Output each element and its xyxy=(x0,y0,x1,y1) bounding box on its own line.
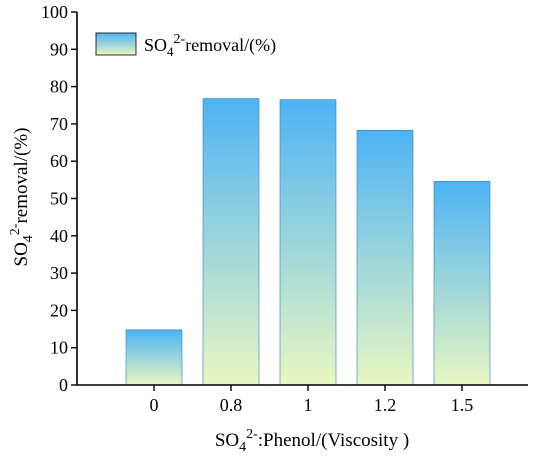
bar-1_5 xyxy=(433,181,491,386)
y-tick-label-20: 20 xyxy=(50,300,68,320)
y-tick-label-30: 30 xyxy=(50,263,68,283)
legend-label: SO42-removal/(%) xyxy=(144,32,276,59)
bar-1 xyxy=(279,99,337,386)
legend: SO42-removal/(%) xyxy=(95,32,276,59)
y-tick-label-60: 60 xyxy=(50,151,68,171)
y-tick-label-50: 50 xyxy=(50,189,68,209)
y-tick-label-40: 40 xyxy=(50,226,68,246)
axes-layer: 0 10 20 30 40 50 60 70 80 90 100 0 0.8 1 1.2 1.5 xyxy=(41,2,528,415)
x-tick-label-1_2: 1.2 xyxy=(374,395,397,415)
y-tick-label-100: 100 xyxy=(41,2,68,22)
legend-swatch xyxy=(95,32,137,56)
x-tick-label-1_5: 1.5 xyxy=(451,395,474,415)
x-tick-label-0: 0 xyxy=(150,395,159,415)
y-tick-label-80: 80 xyxy=(50,77,68,97)
bar-0 xyxy=(125,329,183,386)
bar-0_8 xyxy=(202,98,260,386)
y-axis-title: SO42-removal/(%) xyxy=(8,128,36,267)
y-tick-label-70: 70 xyxy=(50,114,68,134)
y-tick-label-0: 0 xyxy=(59,375,68,395)
y-tick-label-90: 90 xyxy=(50,39,68,59)
x-axis-title: SO42-:Phenol/(Viscosity ) xyxy=(215,427,409,455)
x-tick-label-1: 1 xyxy=(304,395,313,415)
bars-layer xyxy=(125,98,491,386)
y-tick-label-10: 10 xyxy=(50,338,68,358)
bar-1_2 xyxy=(356,129,414,386)
x-tick-label-0_8: 0.8 xyxy=(220,395,243,415)
